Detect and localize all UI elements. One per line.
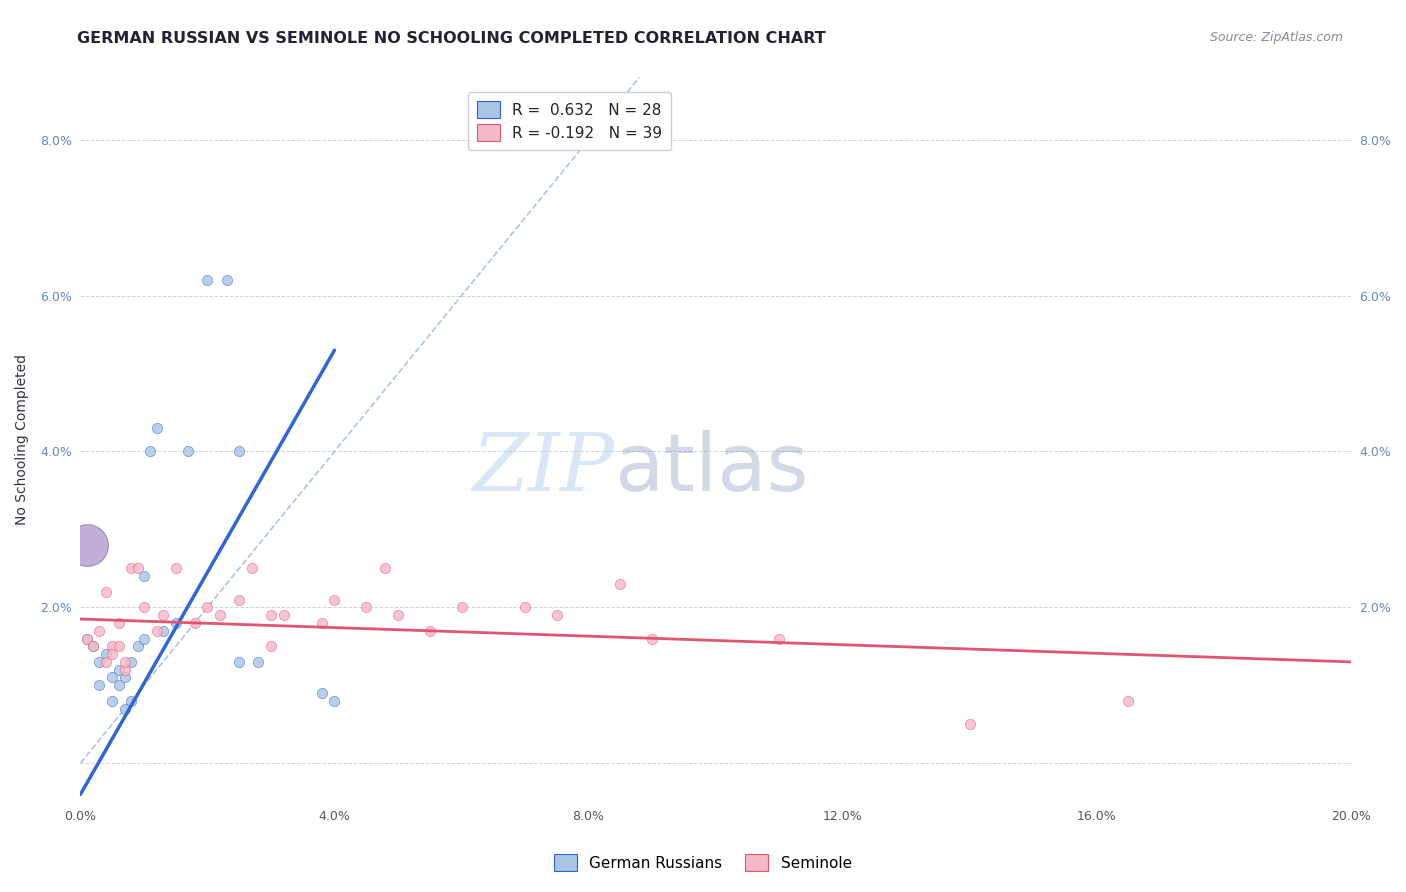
Point xyxy=(101,694,124,708)
Point xyxy=(546,608,568,623)
Point xyxy=(120,561,142,575)
Point xyxy=(76,632,98,646)
Point xyxy=(132,600,155,615)
Point xyxy=(419,624,441,638)
Point xyxy=(215,273,238,287)
Point xyxy=(101,640,124,654)
Point xyxy=(94,655,117,669)
Point xyxy=(260,608,283,623)
Point xyxy=(152,624,174,638)
Point xyxy=(273,608,295,623)
Point xyxy=(959,717,981,731)
Point xyxy=(94,647,117,661)
Point xyxy=(323,592,346,607)
Point xyxy=(145,421,167,435)
Point xyxy=(311,615,333,630)
Point xyxy=(107,678,129,692)
Point xyxy=(374,561,396,575)
Point xyxy=(114,701,136,715)
Legend: R =  0.632   N = 28, R = -0.192   N = 39: R = 0.632 N = 28, R = -0.192 N = 39 xyxy=(468,93,671,150)
Point xyxy=(323,694,346,708)
Text: atlas: atlas xyxy=(614,430,808,508)
Point xyxy=(107,615,129,630)
Point xyxy=(1118,694,1140,708)
Point xyxy=(197,600,219,615)
Point xyxy=(145,624,167,638)
Point xyxy=(76,538,98,552)
Point xyxy=(228,655,250,669)
Point xyxy=(260,640,283,654)
Point xyxy=(165,561,187,575)
Point xyxy=(94,584,117,599)
Y-axis label: No Schooling Completed: No Schooling Completed xyxy=(15,354,30,525)
Point xyxy=(311,686,333,700)
Point xyxy=(240,561,263,575)
Point xyxy=(450,600,472,615)
Point xyxy=(247,655,270,669)
Point xyxy=(228,444,250,458)
Point xyxy=(82,640,104,654)
Point xyxy=(89,624,111,638)
Point xyxy=(89,655,111,669)
Point xyxy=(127,640,149,654)
Point xyxy=(76,632,98,646)
Point xyxy=(513,600,536,615)
Point xyxy=(132,632,155,646)
Point xyxy=(152,608,174,623)
Point xyxy=(120,655,142,669)
Point xyxy=(197,273,219,287)
Text: GERMAN RUSSIAN VS SEMINOLE NO SCHOOLING COMPLETED CORRELATION CHART: GERMAN RUSSIAN VS SEMINOLE NO SCHOOLING … xyxy=(77,31,827,46)
Point xyxy=(165,615,187,630)
Text: ZIP: ZIP xyxy=(472,430,614,508)
Point xyxy=(177,444,200,458)
Point xyxy=(209,608,232,623)
Point xyxy=(101,647,124,661)
Point xyxy=(354,600,377,615)
Point xyxy=(89,678,111,692)
Legend: German Russians, Seminole: German Russians, Seminole xyxy=(548,848,858,877)
Point xyxy=(120,694,142,708)
Point xyxy=(609,577,631,591)
Point xyxy=(101,670,124,684)
Point xyxy=(184,615,207,630)
Text: Source: ZipAtlas.com: Source: ZipAtlas.com xyxy=(1209,31,1343,45)
Point xyxy=(387,608,409,623)
Point xyxy=(107,640,129,654)
Point xyxy=(114,670,136,684)
Point xyxy=(139,444,162,458)
Point xyxy=(228,592,250,607)
Point xyxy=(107,663,129,677)
Point xyxy=(768,632,790,646)
Point xyxy=(82,640,104,654)
Point xyxy=(127,561,149,575)
Point xyxy=(114,663,136,677)
Point xyxy=(132,569,155,583)
Point xyxy=(114,655,136,669)
Point xyxy=(641,632,664,646)
